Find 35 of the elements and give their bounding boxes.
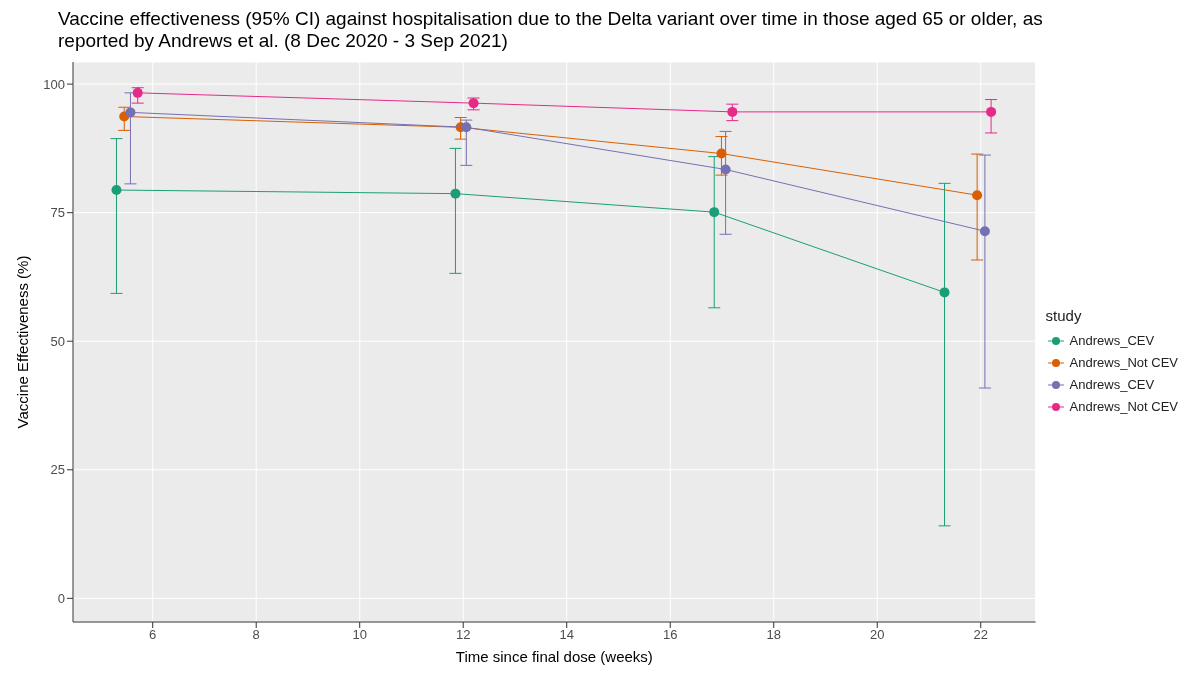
legend-label: Andrews_Not CEV xyxy=(1069,399,1178,414)
point xyxy=(986,106,997,117)
point xyxy=(132,87,143,98)
point xyxy=(727,106,738,117)
x-tick-label: 10 xyxy=(352,627,367,643)
x-tick-label: 8 xyxy=(252,627,260,643)
legend-label: Andrews_CEV xyxy=(1069,377,1155,392)
point xyxy=(972,190,983,201)
y-tick-label: 0 xyxy=(57,590,65,606)
point xyxy=(450,188,461,199)
point xyxy=(111,185,122,196)
legend-label: Andrews_CEV xyxy=(1069,333,1155,348)
x-tick-label: 20 xyxy=(870,627,885,643)
y-tick-label: 100 xyxy=(43,76,65,92)
y-tick-label: 75 xyxy=(50,205,65,221)
x-axis-title: Time since final dose (weeks) xyxy=(455,648,653,665)
chart-title: Vaccine effectiveness (95% CI) against hospitalisation due to the Delta variant over time in those aged 65 or older, as reported by Andrews et al. (8 Dec 2020 - 3 Sep 2021) xyxy=(58,8,1044,52)
point xyxy=(720,164,731,175)
legend-label: Andrews_Not CEV xyxy=(1069,355,1178,370)
point xyxy=(939,287,950,298)
point xyxy=(125,107,136,118)
point xyxy=(979,226,990,237)
point xyxy=(461,122,472,133)
x-tick-label: 22 xyxy=(973,627,988,643)
point xyxy=(709,207,720,218)
x-tick-label: 16 xyxy=(663,627,678,643)
y-tick-label: 25 xyxy=(50,462,65,478)
x-tick-label: 18 xyxy=(766,627,781,643)
x-tick-label: 12 xyxy=(455,627,471,643)
point xyxy=(716,148,727,159)
y-axis-title: Vaccine Effectiveness (%) xyxy=(14,255,32,429)
legend-title: study xyxy=(1045,306,1083,324)
x-tick-label: 6 xyxy=(149,627,157,643)
x-tick-label: 14 xyxy=(559,627,574,643)
y-tick-label: 50 xyxy=(50,333,65,349)
